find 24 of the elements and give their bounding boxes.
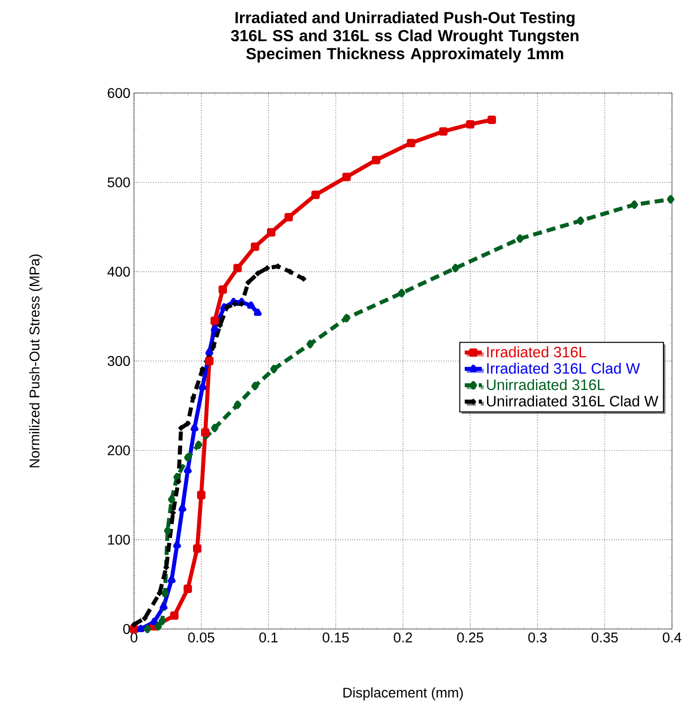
x-tick-label: 0.35: [592, 632, 618, 642]
x-tick-label: 0.1: [259, 632, 278, 642]
y-tick-label: 0: [123, 624, 130, 634]
y-tick-label: 600: [108, 88, 130, 98]
legend-label: Unirradiated 316L Clad W: [486, 395, 658, 406]
y-tick-label: 500: [108, 177, 130, 188]
x-tick-label: 0.05: [188, 632, 214, 642]
chart-subtitle: 316L SS and 316L ss Clad Wrought Tungsten Specimen Thickness Approximately 1mm: [230, 30, 578, 62]
chart-title: Irradiated and Unirradiated Push-Out Testing: [236, 12, 574, 27]
y-tick-label: 300: [108, 356, 130, 366]
x-tick-label: 0.25: [457, 632, 484, 642]
x-axis-title: Displacement (mm): [343, 687, 463, 700]
legend-label: Irradiated 316L: [487, 346, 586, 358]
legend-label: Irradiated 316L Clad W: [487, 362, 640, 374]
x-tick-label: 0.3: [528, 632, 547, 642]
y-axis-title: Normilized Push-Out Stress (MPa): [29, 254, 42, 468]
y-tick-label: 400: [107, 266, 130, 277]
legend-label: Unirradiated 316L: [486, 379, 605, 390]
x-tick-label: 0: [130, 632, 138, 642]
x-tick-label: 0.15: [322, 632, 349, 642]
y-tick-label: 200: [108, 445, 130, 456]
y-tick-label: 100: [108, 534, 130, 545]
x-tick-label: 0.4: [662, 632, 682, 642]
x-tick-label: 0.2: [394, 632, 412, 642]
